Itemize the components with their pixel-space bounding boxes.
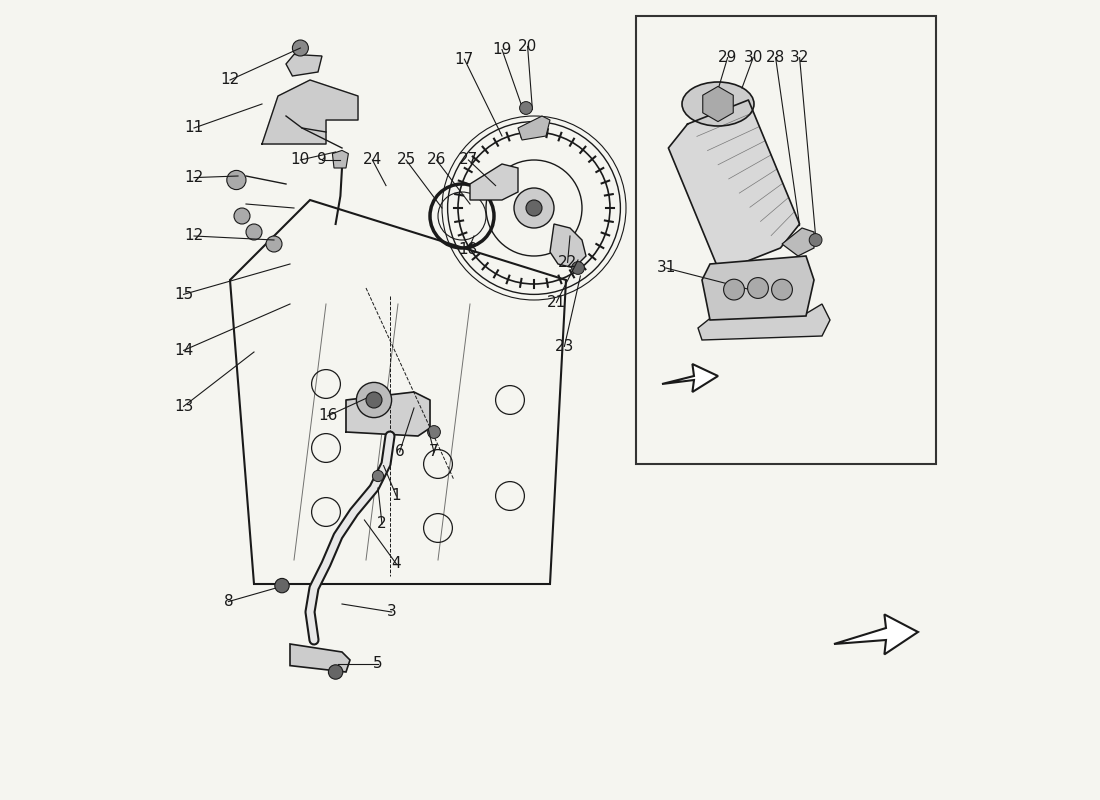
Text: 24: 24 [363, 153, 382, 167]
Text: 6: 6 [395, 445, 405, 459]
Bar [637, 16, 936, 464]
Circle shape [428, 426, 440, 438]
Polygon shape [834, 614, 918, 654]
Text: 5: 5 [373, 657, 383, 671]
Circle shape [526, 200, 542, 216]
Circle shape [366, 392, 382, 408]
Polygon shape [702, 256, 814, 320]
Circle shape [519, 102, 532, 114]
Polygon shape [332, 150, 349, 168]
Text: 28: 28 [766, 50, 785, 65]
Text: 12: 12 [220, 73, 240, 87]
Text: 20: 20 [518, 39, 537, 54]
Text: 31: 31 [657, 261, 675, 275]
Text: 21: 21 [547, 295, 567, 310]
Text: 23: 23 [554, 339, 574, 354]
Polygon shape [550, 224, 586, 268]
Polygon shape [262, 80, 358, 144]
Text: 7: 7 [429, 445, 439, 459]
Text: 27: 27 [459, 153, 478, 167]
Circle shape [227, 170, 246, 190]
Circle shape [748, 278, 769, 298]
Text: 25: 25 [396, 153, 416, 167]
Polygon shape [669, 100, 800, 272]
Text: 3: 3 [387, 605, 396, 619]
Polygon shape [518, 116, 550, 140]
Text: 17: 17 [454, 52, 474, 66]
Circle shape [810, 234, 822, 246]
Circle shape [329, 665, 343, 679]
Polygon shape [782, 228, 814, 256]
Text: 15: 15 [174, 287, 194, 302]
Circle shape [771, 279, 792, 300]
Text: 19: 19 [493, 42, 512, 57]
Text: 8: 8 [223, 594, 233, 609]
Circle shape [356, 382, 392, 418]
Text: 1: 1 [392, 489, 402, 503]
Polygon shape [290, 644, 350, 672]
Circle shape [724, 279, 745, 300]
Text: 30: 30 [744, 50, 763, 65]
Text: 12: 12 [185, 229, 204, 243]
Text: 18: 18 [459, 242, 478, 257]
Polygon shape [703, 86, 734, 122]
Circle shape [373, 470, 384, 482]
Polygon shape [698, 304, 830, 340]
Circle shape [275, 578, 289, 593]
Text: 11: 11 [185, 121, 204, 135]
Polygon shape [286, 54, 322, 76]
Circle shape [514, 188, 554, 228]
Text: 16: 16 [318, 409, 338, 423]
Text: 22: 22 [558, 255, 578, 270]
Text: 29: 29 [718, 50, 737, 65]
Text: 10: 10 [290, 153, 310, 167]
Text: 9: 9 [317, 153, 327, 167]
Text: 26: 26 [427, 153, 447, 167]
Circle shape [572, 262, 584, 274]
Circle shape [266, 236, 282, 252]
Circle shape [246, 224, 262, 240]
Polygon shape [346, 392, 430, 436]
Text: 2: 2 [377, 517, 387, 531]
Text: 14: 14 [174, 343, 194, 358]
Text: 12: 12 [185, 170, 204, 185]
Polygon shape [470, 164, 518, 200]
Text: 13: 13 [174, 399, 194, 414]
Ellipse shape [682, 82, 754, 126]
Text: 4: 4 [392, 557, 402, 571]
Polygon shape [662, 364, 718, 392]
Circle shape [293, 40, 308, 56]
Text: 32: 32 [790, 50, 810, 65]
Circle shape [234, 208, 250, 224]
